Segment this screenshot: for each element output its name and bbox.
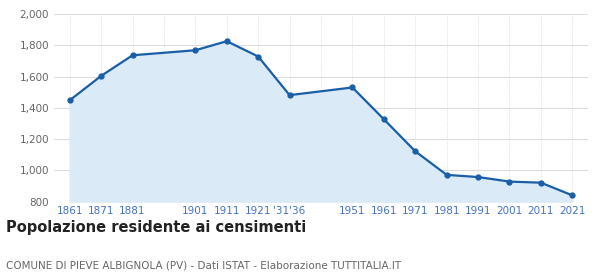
Text: Popolazione residente ai censimenti: Popolazione residente ai censimenti (6, 220, 306, 235)
Text: COMUNE DI PIEVE ALBIGNOLA (PV) - Dati ISTAT - Elaborazione TUTTITALIA.IT: COMUNE DI PIEVE ALBIGNOLA (PV) - Dati IS… (6, 261, 401, 271)
